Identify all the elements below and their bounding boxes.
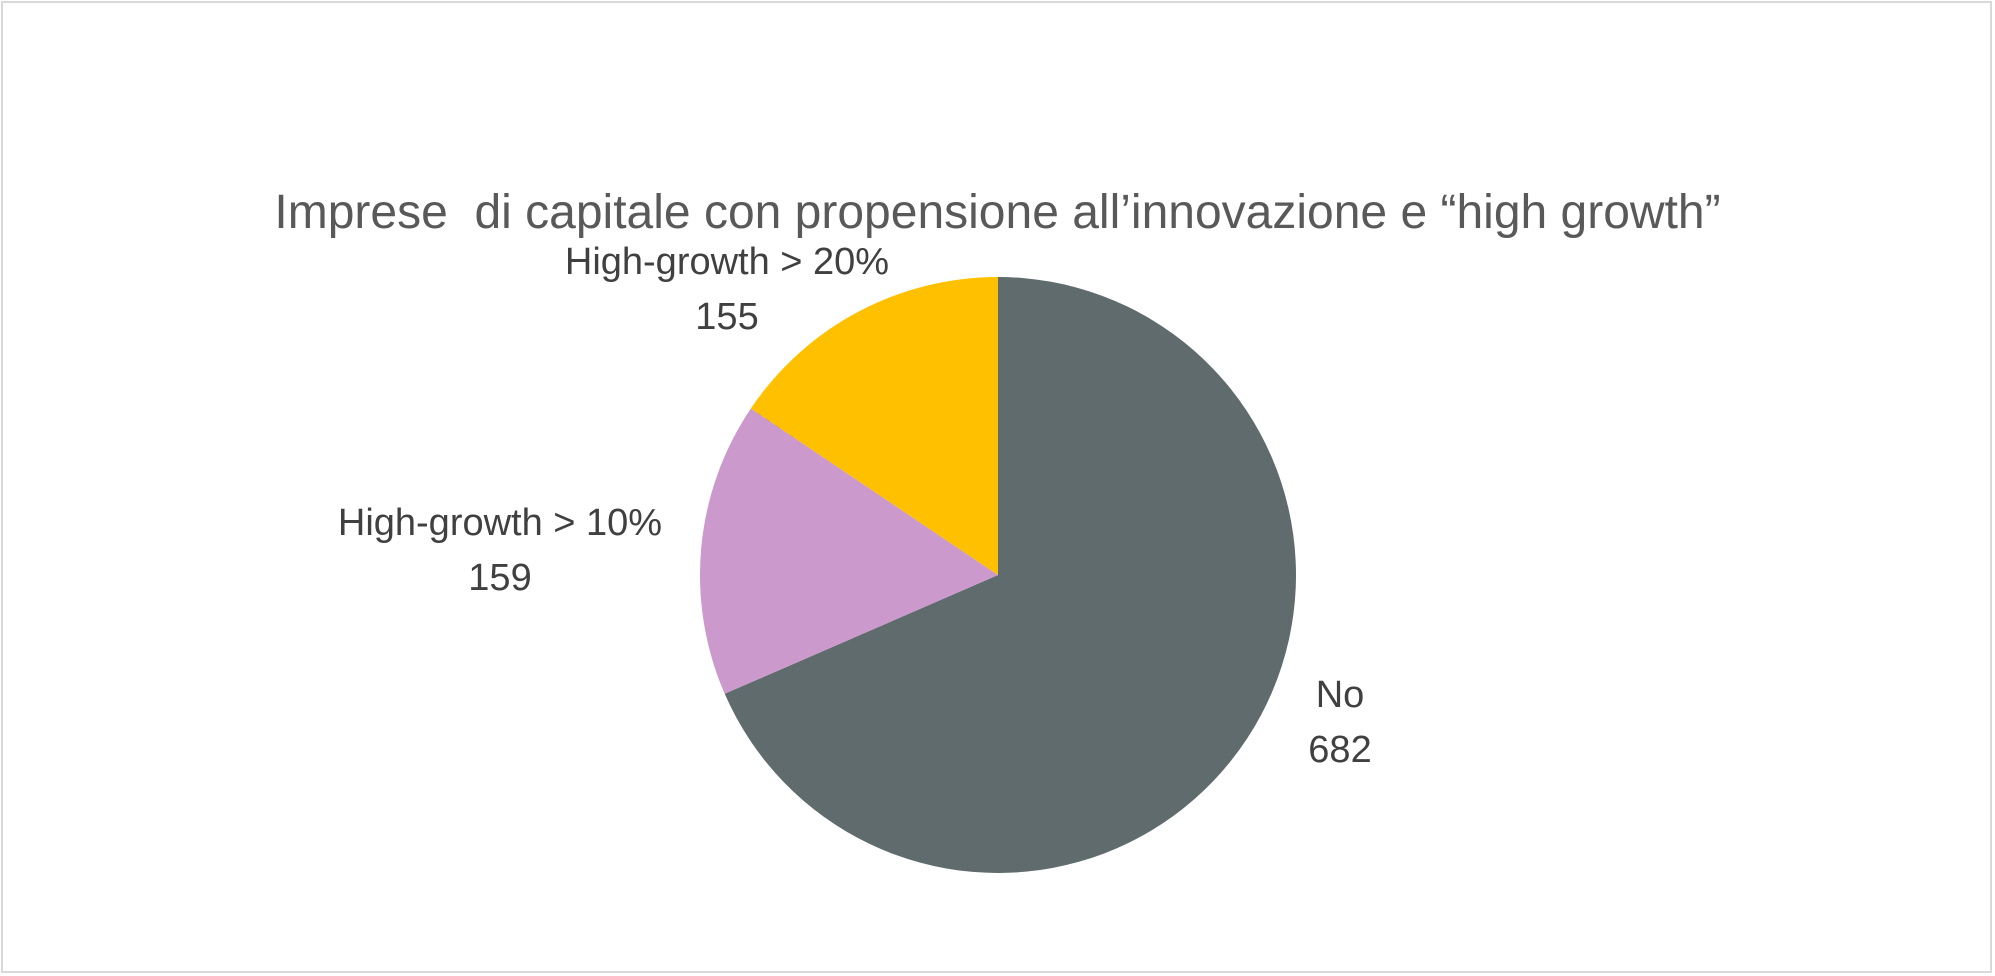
data-label-category-high-growth-20: High-growth > 20%	[565, 241, 889, 283]
pie-slice-high-growth-10	[699, 408, 998, 694]
pie-slice-high-growth-20	[750, 277, 998, 575]
data-label-value-high-growth-10: 159	[468, 557, 531, 599]
chart-title-line-1: Imprese di capitale con propensione all’…	[274, 186, 1721, 239]
data-label-category-high-growth-10: High-growth > 10%	[338, 502, 662, 544]
data-label-value-no: 682	[1308, 729, 1371, 771]
data-label-category-no: No	[1316, 674, 1365, 716]
data-label-value-high-growth-20: 155	[695, 296, 758, 338]
pie-slice-no	[724, 277, 1296, 873]
